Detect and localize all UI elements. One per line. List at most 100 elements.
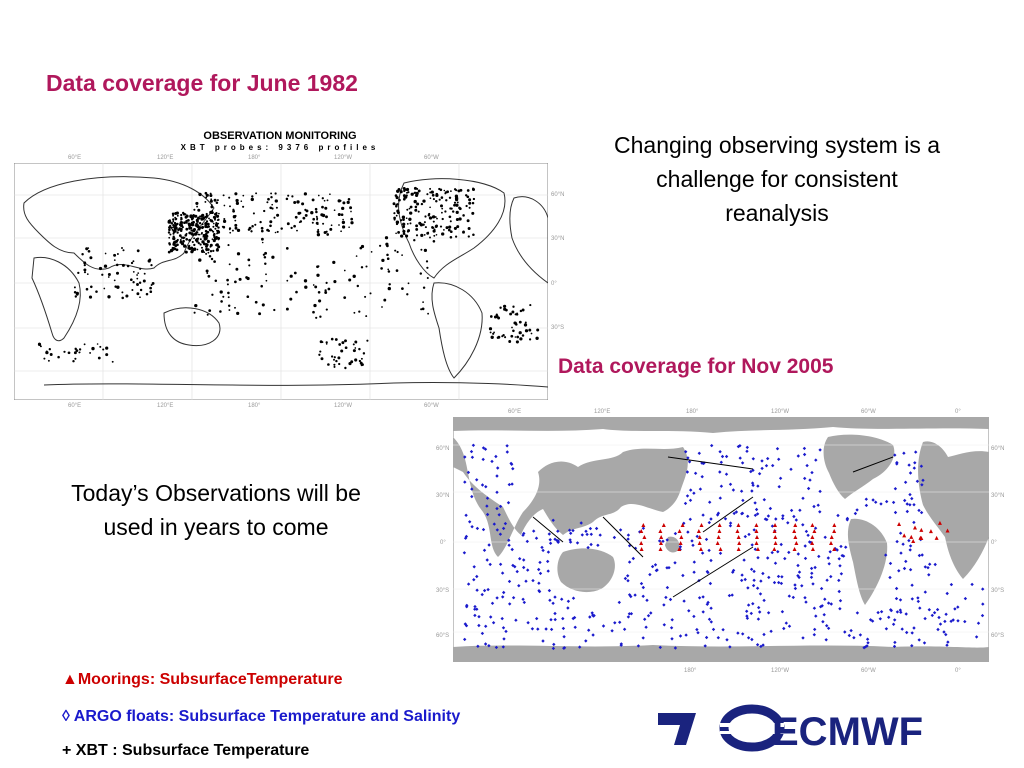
observation-dot [203, 251, 206, 253]
argo-float-marker [838, 564, 842, 568]
argo-float-marker [575, 541, 580, 545]
argo-float-marker [773, 561, 778, 565]
observation-dot [318, 299, 322, 303]
observation-dot [228, 196, 231, 199]
observation-dot [132, 281, 135, 284]
observation-dot [193, 232, 198, 236]
observation-dot [170, 222, 174, 225]
observation-dot [234, 280, 237, 284]
observation-dot [184, 213, 187, 215]
observation-dot [246, 295, 250, 299]
observation-dot [514, 313, 517, 316]
argo-float-marker [829, 574, 833, 579]
observation-dot [89, 256, 93, 260]
observation-dot [258, 312, 262, 316]
argo-float-marker [920, 553, 924, 557]
observation-dot [130, 261, 134, 265]
observation-dot [267, 229, 270, 232]
observation-dot [325, 281, 328, 284]
argo-float-marker [720, 454, 725, 459]
observation-dot [175, 248, 179, 252]
observation-dot [194, 238, 198, 242]
observation-dot [179, 223, 184, 228]
observation-dot [73, 351, 77, 355]
argo-float-marker [938, 622, 943, 626]
argo-float-marker [963, 596, 968, 601]
observation-dot [419, 272, 422, 275]
argo-float-marker [667, 566, 671, 570]
argo-float-marker [804, 600, 808, 604]
observation-dot [445, 199, 448, 202]
observation-dot [322, 222, 325, 225]
observation-dot [169, 220, 172, 223]
ecmwf-logo-text: ECMWF [772, 710, 923, 753]
argo-float-marker [895, 462, 899, 466]
observation-dot [111, 360, 114, 363]
observation-dot [340, 349, 344, 353]
observation-dot [236, 311, 240, 315]
argo-float-marker [810, 470, 814, 475]
argo-float-marker [708, 500, 712, 504]
observation-dot [435, 234, 438, 236]
observation-dot [74, 295, 77, 298]
map-1982-tick-right-1: 30°N [551, 236, 565, 242]
observation-dot [341, 206, 345, 211]
argo-float-marker [812, 633, 816, 637]
observation-dot [508, 340, 512, 343]
observation-dot [346, 200, 350, 205]
argo-float-marker [945, 643, 949, 647]
mooring-marker [810, 523, 815, 527]
argo-float-marker [927, 573, 931, 577]
observation-dot [201, 249, 204, 252]
observation-dot [396, 211, 400, 215]
mooring-marker [792, 547, 797, 551]
observation-dot [169, 233, 172, 236]
argo-float-marker [823, 535, 827, 539]
observation-dot [131, 288, 134, 292]
observation-dot [512, 329, 515, 333]
argo-float-marker [678, 634, 683, 638]
observation-dot [285, 197, 289, 201]
map-1982 [14, 163, 548, 400]
observation-dot [251, 224, 254, 228]
argo-float-marker [814, 614, 818, 618]
observation-dot [340, 230, 342, 233]
observation-dot [415, 224, 419, 228]
observation-dot [418, 221, 422, 225]
observation-dot [167, 250, 171, 254]
argo-float-marker [485, 558, 489, 562]
observation-dot [519, 309, 523, 313]
mooring-marker [658, 541, 663, 545]
observation-dot [150, 263, 153, 267]
mooring-marker [772, 547, 777, 551]
argo-float-marker [806, 533, 810, 537]
map-2005-svg [453, 417, 989, 662]
argo-float-marker [673, 561, 677, 565]
observation-dot [180, 236, 183, 239]
observation-dot [312, 284, 315, 286]
observation-dot [174, 212, 178, 215]
argo-float-marker [740, 573, 744, 577]
observation-dot [355, 255, 358, 257]
observation-dot [333, 280, 337, 284]
observation-dot [528, 338, 532, 341]
observation-dot [329, 227, 333, 231]
observation-dot [202, 235, 205, 238]
observation-dot [432, 198, 435, 201]
observation-dot [191, 240, 194, 244]
observation-dot [521, 308, 525, 312]
observation-dot [362, 352, 366, 355]
observation-dot [422, 223, 425, 226]
argo-float-marker [485, 512, 490, 517]
argo-float-marker [610, 629, 614, 633]
argo-float-marker [551, 601, 555, 605]
observation-dot [450, 190, 452, 192]
observation-dot [406, 222, 409, 225]
observation-dot [211, 211, 214, 214]
observation-dot [490, 335, 494, 339]
map-1982-header: OBSERVATION MONITORING XBT probes: 9376 … [140, 130, 420, 152]
map-2005-tick-right-4: 60°S [991, 633, 1005, 639]
observation-dot [440, 196, 444, 199]
observation-dot [468, 201, 472, 205]
observation-dot [456, 201, 459, 204]
